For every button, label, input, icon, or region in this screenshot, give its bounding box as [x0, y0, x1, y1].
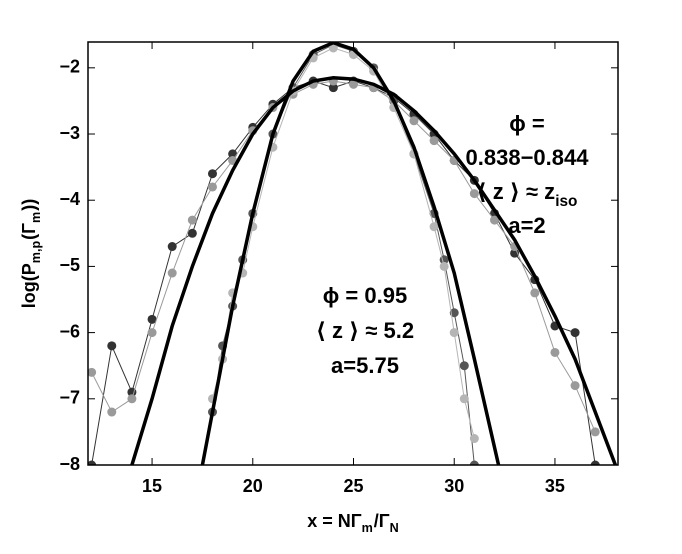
x-axis-label-part: N [390, 521, 399, 535]
y-tick-label: −7 [59, 388, 80, 408]
annotation-part: 0.838−0.844 [466, 145, 590, 170]
data-line [91, 80, 596, 433]
data-point [207, 182, 217, 192]
data-point [459, 361, 469, 371]
data-point [530, 288, 540, 298]
data-point [429, 222, 439, 232]
data-point [469, 189, 479, 199]
data-point [439, 261, 449, 271]
data-point [469, 460, 479, 465]
annotation: a=5.75 [331, 353, 399, 378]
y-axis-label-part: m,p [29, 241, 43, 264]
y-axis-label-part: )) [19, 199, 39, 211]
y-tick-label: −8 [59, 454, 80, 474]
x-tick-label: 30 [444, 476, 464, 496]
data-point [490, 215, 500, 225]
data-line [212, 47, 475, 439]
data-point [187, 215, 197, 225]
annotation-part: iso [555, 193, 577, 210]
annotation: 0.838−0.844 [466, 145, 590, 170]
x-tick-label: 25 [343, 476, 363, 496]
data-line [91, 80, 596, 465]
y-axis-label: log(Pm,p (Γm )) [19, 199, 44, 308]
data-point [349, 79, 359, 89]
data-point [429, 136, 439, 146]
y-tick-label: −5 [59, 255, 80, 275]
annotation: ⟨ z ⟩ ≈ 5.2 [316, 318, 414, 343]
data-point [107, 407, 117, 417]
annotation: a=2 [508, 213, 545, 238]
annotation-part: ϕ = [509, 111, 544, 136]
y-axis-label-part: log(P [19, 263, 39, 308]
annotation: ϕ = 0.95 [323, 283, 407, 308]
annotation-part: a=2 [508, 213, 545, 238]
annotation-part: ϕ = 0.95 [323, 283, 407, 308]
fit-curve [200, 42, 501, 465]
plot-area [88, 42, 618, 465]
fit-curve [130, 75, 618, 465]
data-point [328, 83, 338, 93]
data-point [167, 242, 177, 252]
x-axis-label-part: m [362, 521, 373, 535]
annotation-part: a=5.75 [331, 353, 399, 378]
data-point [107, 341, 117, 351]
data-line [211, 44, 475, 465]
x-tick-label: 15 [142, 476, 162, 496]
y-axis-label-part: m [29, 212, 43, 223]
data-point [590, 460, 600, 465]
annotation-part: ⟨ z ⟩ ≈ 5.2 [316, 318, 414, 343]
data-point [328, 43, 338, 53]
data-point [88, 367, 97, 377]
data-point [228, 149, 238, 159]
data-point [459, 394, 469, 404]
y-tick-label: −3 [59, 123, 80, 143]
annotation: ϕ = [509, 111, 544, 136]
x-axis-label-part: x = NΓ [307, 511, 362, 531]
data-point [88, 460, 97, 465]
x-axis-label-part: /Γ [374, 511, 390, 531]
x-axis-label: x = NΓm /ΓN [307, 511, 398, 536]
data-point [570, 328, 580, 338]
data-point [409, 116, 419, 126]
x-tick-label: 35 [545, 476, 565, 496]
data-point [590, 427, 600, 437]
data-point [187, 228, 197, 238]
plot-frame [87, 41, 619, 466]
y-axis-label-part: (Γ [19, 223, 39, 240]
y-tick-label: −6 [59, 321, 80, 341]
annotation: ⟨ z ⟩ ≈ ziso [477, 179, 578, 210]
data-point [449, 328, 459, 338]
data-point [147, 314, 157, 324]
data-point [127, 394, 137, 404]
y-tick-label: −4 [59, 189, 80, 209]
data-point [207, 169, 217, 179]
data-point [570, 381, 580, 391]
data-point [167, 268, 177, 278]
x-tick-label: 20 [243, 476, 263, 496]
y-tick-label: −2 [59, 57, 80, 77]
data-point [550, 347, 560, 357]
data-point [147, 328, 157, 338]
annotation-part: ⟨ z ⟩ ≈ z [477, 179, 556, 204]
data-point [469, 434, 479, 444]
